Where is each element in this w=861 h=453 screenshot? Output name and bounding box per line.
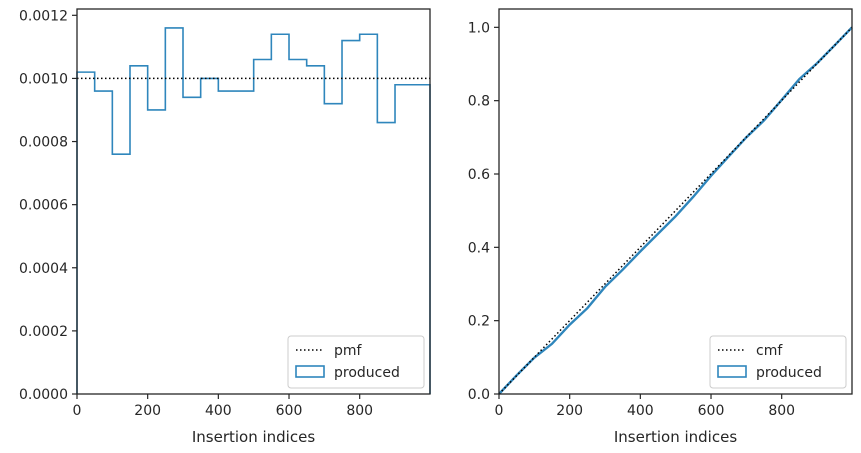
x-tick-label: 400 [205, 403, 232, 419]
y-tick-label: 0.0012 [19, 8, 68, 24]
x-tick-label: 200 [134, 403, 161, 419]
x-tick-label: 600 [276, 403, 303, 419]
legend-box [709, 335, 847, 389]
y-tick-label: 0.0000 [19, 387, 68, 403]
y-tick-label: 0.0008 [19, 135, 68, 151]
legend-label-produced: produced [756, 365, 822, 381]
y-tick-label: 0.4 [468, 240, 490, 256]
x-tick-label: 0 [73, 403, 82, 419]
series-produced [76, 27, 431, 394]
x-tick-label: 600 [698, 403, 725, 419]
y-tick-label: 0.0004 [19, 261, 68, 277]
y-tick-label: 0.8 [468, 94, 490, 110]
y-tick-label: 0.0010 [19, 71, 68, 87]
plot-frame [498, 8, 853, 395]
x-tick-label: 800 [346, 403, 373, 419]
plot-frame [76, 8, 431, 395]
legend: pmf produced [287, 335, 425, 389]
legend-swatch-produced [295, 365, 325, 378]
y-tick-label: 0.0 [468, 387, 490, 403]
legend: cmf produced [709, 335, 847, 389]
chart-panel-2: 0 200 400 600 800 0.0 0.2 0.4 0.6 0.8 1.0 Insertion… [468, 8, 853, 446]
y-tick-label: 0.6 [468, 167, 490, 183]
legend-label-pmf: pmf [334, 343, 363, 359]
legend-box [287, 335, 425, 389]
x-axis-label: Insertion indices [192, 428, 315, 446]
legend-label-produced: produced [334, 365, 400, 381]
series-cmf [498, 26, 853, 395]
series-produced [498, 26, 853, 395]
y-tick-label: 1.0 [468, 20, 490, 36]
y-tick-label: 0.0006 [19, 198, 68, 214]
y-tick-label: 0.0002 [19, 324, 68, 340]
x-tick-label: 200 [556, 403, 583, 419]
legend-swatch-produced [717, 365, 747, 378]
x-tick-label: 0 [495, 403, 504, 419]
x-axis-label: Insertion indices [614, 428, 737, 446]
y-tick-label: 0.2 [468, 314, 490, 330]
chart-panel-1: 0 200 400 600 800 0.0000 0.0002 0.0004 0.0006 0.0… [19, 8, 431, 446]
legend-label-cmf: cmf [756, 343, 783, 359]
x-tick-label: 800 [768, 403, 795, 419]
x-tick-label: 400 [627, 403, 654, 419]
